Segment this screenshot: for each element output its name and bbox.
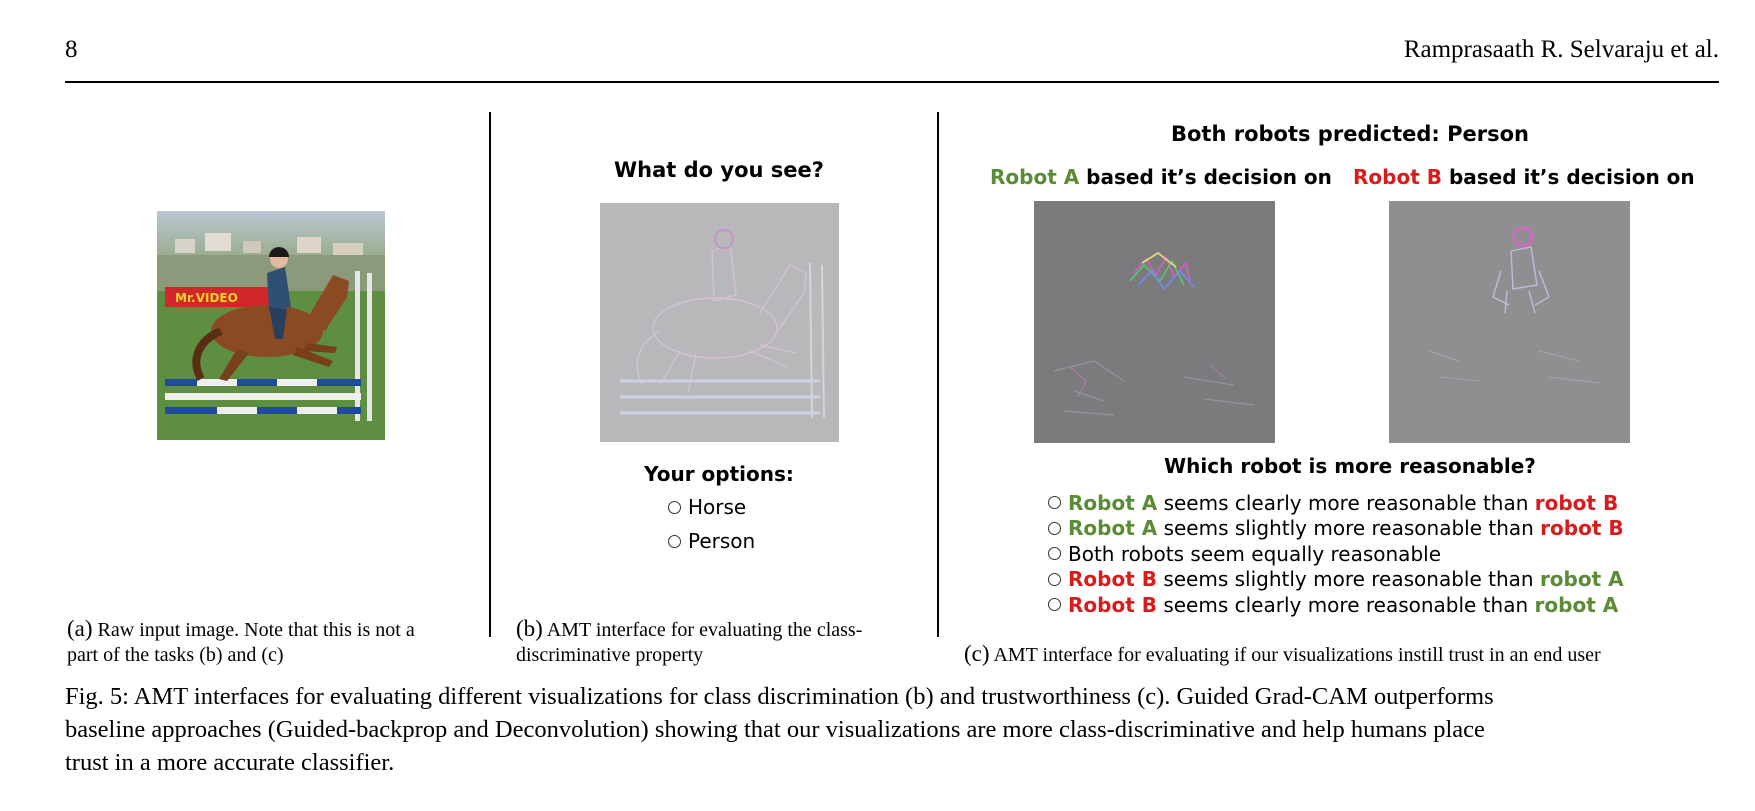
robot-a-heading-rest: based it’s decision on — [1086, 165, 1332, 189]
running-head: Ramprasaath R. Selvaraju et al. — [1403, 36, 1719, 63]
option-middle: seems clearly more reasonable than — [1163, 592, 1529, 617]
option-middle: seems slightly more reasonable than — [1163, 567, 1534, 592]
options-title: Your options: — [644, 462, 794, 486]
subcaption-line: part of the tasks (b) and (c) — [67, 644, 284, 666]
option-b-slightly[interactable]: Robot B seems slightly more reasonable t… — [1048, 567, 1624, 593]
radio-icon[interactable] — [1048, 572, 1061, 586]
subcaption-tag: (c) — [964, 641, 990, 666]
radio-icon[interactable] — [1048, 547, 1061, 561]
sign-text: Mr.VIDEO — [175, 291, 238, 305]
option-equal[interactable]: Both robots seem equally reasonable — [1048, 541, 1624, 567]
option-middle: seems slightly more reasonable than — [1163, 516, 1534, 541]
subcaption-line: AMT interface for evaluating the class- — [546, 619, 863, 641]
figure-caption: Fig. 5: AMT interfaces for evaluating di… — [65, 680, 1720, 779]
question-what-do-you-see: What do you see? — [614, 158, 824, 182]
option-middle: seems clearly more reasonable than — [1163, 490, 1529, 515]
raw-input-image: Mr.VIDEO — [157, 211, 385, 440]
subcaption-tag: (b) — [516, 616, 543, 641]
options-b: Horse Person — [668, 490, 755, 558]
divider-b-c — [937, 112, 939, 637]
option-horse[interactable]: Horse — [668, 490, 755, 524]
radio-icon[interactable] — [668, 534, 681, 548]
option-a-clearly[interactable]: Robot A seems clearly more reasonable th… — [1048, 490, 1624, 516]
subcaption-line: discriminative property — [516, 644, 704, 666]
radio-icon[interactable] — [1048, 521, 1061, 535]
option-first: Robot B — [1068, 567, 1157, 592]
robot-a-label: Robot A — [990, 165, 1080, 189]
robot-b-heading: Robot B based it’s decision on — [1353, 165, 1695, 189]
robot-b-visualization — [1389, 201, 1630, 443]
both-robots-predicted-title: Both robots predicted: Person — [1170, 122, 1530, 146]
robot-a-heading: Robot A based it’s decision on — [990, 165, 1332, 189]
radio-icon[interactable] — [1048, 496, 1061, 510]
subcaption-line: Raw input image. Note that this is not a — [97, 619, 415, 641]
caption-line: Fig. 5: AMT interfaces for evaluating di… — [65, 683, 1494, 710]
subcaption-line: AMT interface for evaluating if our visu… — [993, 644, 1601, 666]
subcaption-c: (c) AMT interface for evaluating if our … — [964, 641, 1724, 668]
subcaption-b: (b) AMT interface for evaluating the cla… — [516, 616, 936, 668]
robot-b-heading-rest: based it’s decision on — [1448, 165, 1695, 189]
option-a-slightly[interactable]: Robot A seems slightly more reasonable t… — [1048, 516, 1624, 542]
divider-a-b — [489, 112, 491, 637]
option-label: Person — [688, 529, 756, 553]
caption-line: trust in a more accurate classifier. — [65, 749, 395, 776]
radio-icon[interactable] — [1048, 598, 1061, 612]
option-last: robot A — [1534, 592, 1619, 617]
option-last: robot B — [1540, 516, 1624, 541]
option-first: Robot A — [1068, 490, 1158, 515]
robot-a-visualization — [1034, 201, 1275, 443]
option-label: Horse — [688, 495, 747, 519]
option-last: robot B — [1534, 490, 1619, 515]
caption-line: baseline approaches (Guided-backprop and… — [65, 716, 1485, 743]
options-c: Robot A seems clearly more reasonable th… — [1048, 490, 1624, 618]
subcaption-tag: (a) — [67, 616, 93, 641]
which-robot-question: Which robot is more reasonable? — [1164, 454, 1536, 478]
radio-icon[interactable] — [668, 500, 681, 514]
option-person[interactable]: Person — [668, 524, 755, 558]
page-number: 8 — [65, 36, 78, 63]
option-first: Robot B — [1068, 592, 1157, 617]
option-b-clearly[interactable]: Robot B seems clearly more reasonable th… — [1048, 592, 1624, 618]
subcaption-a: (a) Raw input image. Note that this is n… — [67, 616, 487, 668]
option-text: Both robots seem equally reasonable — [1068, 541, 1441, 566]
option-first: Robot A — [1068, 516, 1158, 541]
option-last: robot A — [1539, 567, 1624, 592]
saliency-image-class-discrimination — [600, 203, 839, 442]
robot-b-label: Robot B — [1353, 165, 1442, 189]
header-rule — [65, 81, 1719, 83]
